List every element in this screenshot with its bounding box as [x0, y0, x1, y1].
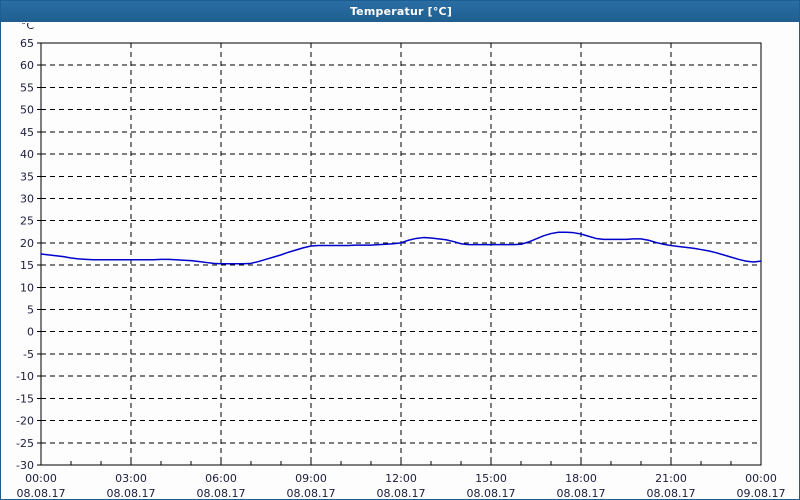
x-tick-label-time: 21:00 — [655, 472, 687, 485]
x-tick-label-time: 09:00 — [295, 472, 327, 485]
x-tick-label-date: 08.08.17 — [107, 487, 156, 499]
temperature-line-chart: 65605550454035302520151050-5-10-15-20-25… — [16, 23, 786, 499]
y-tick-label: 45 — [20, 126, 34, 139]
y-tick-label: 55 — [20, 81, 34, 94]
y-tick-label: 60 — [20, 59, 34, 72]
y-tick-label: -20 — [16, 415, 34, 428]
x-tick-label-time: 00:00 — [745, 472, 777, 485]
y-tick-label: 10 — [20, 281, 34, 294]
y-tick-label: 20 — [20, 237, 34, 250]
y-tick-label: -5 — [23, 348, 34, 361]
y-tick-label: 50 — [20, 104, 34, 117]
y-tick-label: 0 — [27, 326, 34, 339]
y-tick-label: -15 — [16, 392, 34, 405]
y-tick-label: 35 — [20, 170, 34, 183]
window-title: Temperatur [°C] — [349, 5, 453, 18]
y-tick-label: 40 — [20, 148, 34, 161]
x-tick-label-date: 08.08.17 — [17, 487, 66, 499]
y-tick-label: -25 — [16, 437, 34, 450]
series-line-temperatur — [40, 231, 762, 265]
x-tick-label-time: 00:00 — [25, 472, 57, 485]
x-tick-label-time: 03:00 — [115, 472, 147, 485]
x-tick-label-time: 18:00 — [565, 472, 597, 485]
x-tick-label-date: 08.08.17 — [197, 487, 246, 499]
chart-surface: 65 60 55 50 45 40 35 30 25 20 15 10 5 0 -5 -10 -15 -20 -25… — [2, 23, 799, 499]
x-tick-label-date: 08.08.17 — [647, 487, 696, 499]
series-layer — [40, 231, 762, 265]
window-title-bar: Temperatur [°C] — [1, 1, 799, 22]
y-axis-unit-text: °C — [21, 23, 35, 32]
y-tick-label: -10 — [16, 370, 34, 383]
grid-layer — [41, 42, 761, 465]
tick-marks-layer — [37, 42, 762, 466]
x-tick-label-date: 08.08.17 — [287, 487, 336, 499]
x-tick-label-time: 15:00 — [475, 472, 507, 485]
y-tick-label: 65 — [20, 37, 34, 50]
y-axis-tick-labels: 65605550454035302520151050-5-10-15-20-25… — [16, 37, 34, 472]
x-tick-label-date: 09.08.17 — [737, 487, 786, 499]
y-tick-label: 30 — [20, 192, 34, 205]
x-tick-label-date: 08.08.17 — [557, 487, 606, 499]
y-tick-label: 5 — [27, 304, 34, 317]
x-tick-label-date: 08.08.17 — [377, 487, 426, 499]
y-tick-label: -30 — [16, 459, 34, 472]
y-tick-label: 15 — [20, 259, 34, 272]
x-tick-label-time: 06:00 — [205, 472, 237, 485]
y-axis-unit-label: °C — [21, 23, 35, 32]
x-axis-tick-labels: 00:00 08.08.17 03:00 08.08.17 06:00 08.08.17 0… — [17, 472, 786, 499]
x-tick-label-date: 08.08.17 — [467, 487, 516, 499]
y-tick-label: 25 — [20, 215, 34, 228]
x-tick-label-time: 12:00 — [385, 472, 417, 485]
